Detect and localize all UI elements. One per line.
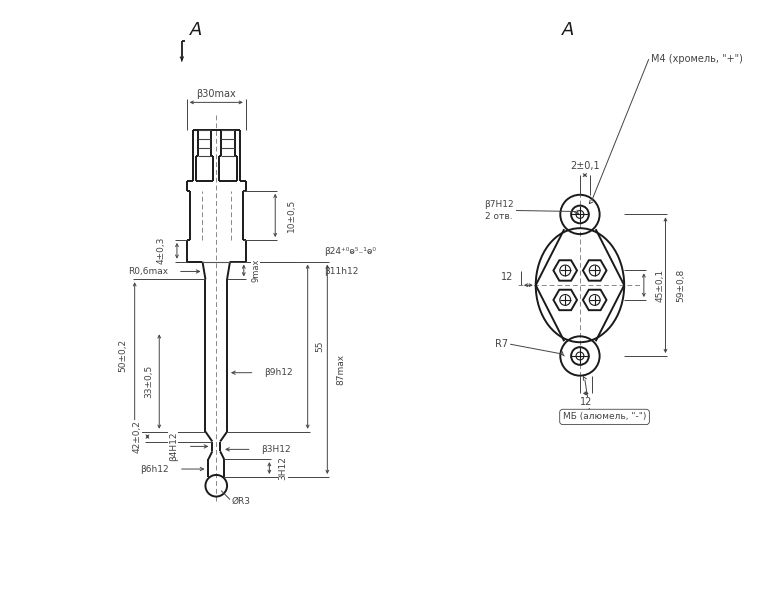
Text: β24⁺⁰ⱺ⁵₋¹ⱺ⁰: β24⁺⁰ⱺ⁵₋¹ⱺ⁰ [325,248,376,256]
Text: MБ (алюмель, "-"): MБ (алюмель, "-") [563,412,646,421]
Text: 3H12: 3H12 [279,456,287,480]
Text: A: A [562,21,575,39]
Text: 87max: 87max [337,353,346,385]
Text: M4 (хромель, "+"): M4 (хромель, "+") [651,54,743,64]
Text: R7: R7 [495,339,508,349]
Text: 33±0,5: 33±0,5 [144,365,153,398]
Text: β11h12: β11h12 [325,267,359,276]
Text: β6h12: β6h12 [140,465,169,474]
Text: β4H12: β4H12 [169,431,178,461]
Text: 50±0,2: 50±0,2 [118,339,127,372]
Text: A: A [190,21,202,39]
Text: 55: 55 [315,341,324,352]
Text: R0,6max: R0,6max [128,267,168,276]
Text: 45±0,1: 45±0,1 [655,269,664,302]
Text: β3H12: β3H12 [261,445,291,454]
Text: 2±0,1: 2±0,1 [570,161,600,171]
Text: 12: 12 [501,273,513,283]
Text: 59±0,8: 59±0,8 [677,268,686,302]
Text: β7H12: β7H12 [485,200,514,209]
Text: 12: 12 [580,397,592,407]
Text: 10±0,5: 10±0,5 [287,199,296,232]
Text: 4±0,3: 4±0,3 [157,237,165,265]
Text: β30max: β30max [197,89,236,99]
Text: 42±0,2: 42±0,2 [132,420,141,453]
Text: 9max: 9max [251,259,260,282]
Text: β9h12: β9h12 [264,368,293,377]
Text: ØR3: ØR3 [232,497,251,506]
Text: 2 отв.: 2 отв. [485,212,512,221]
